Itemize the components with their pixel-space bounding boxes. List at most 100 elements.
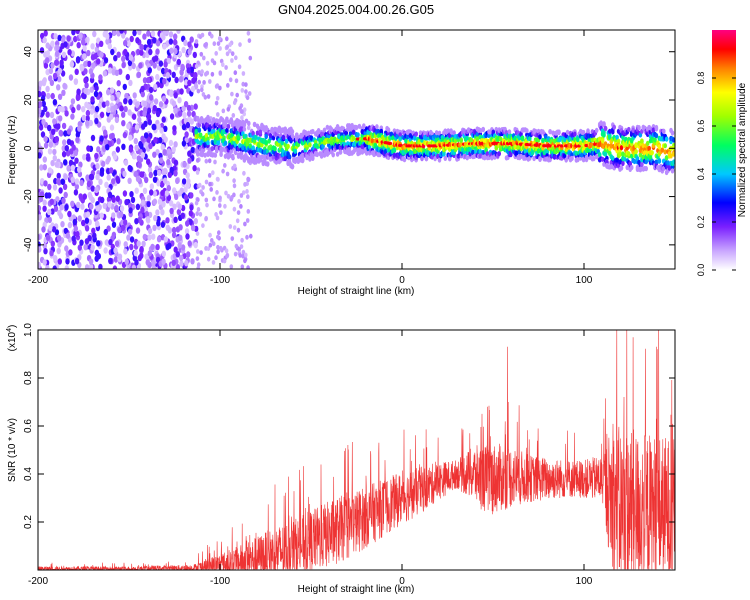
heatmap-cell [195,158,200,163]
heatmap-cell [199,51,204,57]
heatmap-cell [217,230,221,236]
heatmap-cell [145,259,150,266]
heatmap-cell [95,205,100,212]
heatmap-cell [187,157,192,164]
heatmap-cell [83,87,89,95]
heatmap-cell [228,42,232,48]
heatmap-cell [309,135,314,141]
heatmap-cell [249,233,253,239]
heatmap-cell [414,131,419,137]
heatmap-cell [197,127,202,133]
heatmap-cell [188,125,193,133]
heatmap-cell [146,136,151,143]
heatmap-cell [443,155,448,161]
heatmap-cell [169,89,174,96]
heatmap-cell [169,47,174,54]
heatmap-cell [152,62,157,69]
y-tick-label: 0.2 [23,515,34,529]
heatmap-cell [223,203,227,209]
heatmap-cell [140,206,145,214]
heatmap-cell [141,123,146,130]
heatmap-cell [210,71,215,77]
heatmap-cell [178,76,184,83]
heatmap-cell [264,140,269,146]
heatmap-cell [142,33,147,40]
heatmap-cell [40,95,46,102]
heatmap-cell [43,105,48,113]
heatmap-cell [84,225,90,232]
heatmap-cell [172,125,177,132]
heatmap-cell [112,265,118,269]
heatmap-cell [131,113,137,120]
heatmap-cell [175,264,180,269]
heatmap-cell [138,62,143,69]
colorbar-tick-label: 0.8 [696,72,706,85]
heatmap-cell [177,97,182,104]
heatmap-cell [198,211,203,217]
heatmap-cell [142,100,148,108]
heatmap-cell [94,84,99,92]
heatmap-cell [161,34,166,41]
heatmap-cell [96,146,101,153]
heatmap-cell [168,38,174,45]
heatmap-cell [173,107,178,114]
heatmap-cell [176,208,182,216]
heatmap-cell [103,138,109,145]
heatmap-cell [61,36,66,44]
heatmap-cell [89,108,95,115]
heatmap-cell [245,189,249,194]
heatmap-cell [85,155,91,162]
heatmap-cell [173,170,178,177]
heatmap-cell [152,224,157,232]
heatmap-cell [138,140,143,148]
heatmap-cell [99,167,105,174]
heatmap-cell [171,146,176,153]
heatmap-cell [55,44,60,51]
heatmap-cell [70,98,76,105]
heatmap-cell [224,190,228,196]
heatmap-cell [133,249,138,257]
heatmap-cell [221,108,226,114]
heatmap-cell [110,132,115,140]
heatmap-cell [205,60,210,66]
heatmap-cell [218,85,222,91]
heatmap-cell [214,145,219,151]
heatmap-cell [194,39,199,44]
heatmap-cell [102,31,108,38]
heatmap-cell [177,203,183,210]
heatmap-cell [123,39,128,47]
heatmap-cell [230,236,235,242]
heatmap-cell [155,110,161,118]
heatmap-cell [232,183,237,189]
heatmap-cell [109,167,114,174]
heatmap-cell [281,134,286,140]
heatmap-cell [161,116,166,123]
heatmap-cell [102,202,107,210]
heatmap-cell [189,192,194,199]
heatmap-cell [193,218,198,225]
heatmap-cell [67,210,72,218]
heatmap-cell [603,126,608,132]
heatmap-cell [112,30,117,36]
heatmap-cell [111,69,116,76]
heatmap-cell [116,91,121,99]
heatmap-cell [612,124,616,130]
heatmap-cell [61,89,66,97]
heatmap-cell [173,47,178,55]
heatmap-cell [163,125,168,132]
heatmap-cell [128,54,134,61]
heatmap-cell [48,67,54,75]
heatmap-cell [190,85,196,93]
heatmap-cell [218,203,222,208]
heatmap-cell [105,100,110,107]
heatmap-cell [206,151,210,157]
heatmap-cell [236,227,241,233]
heatmap-cell [203,152,207,158]
heatmap-cell [146,113,152,121]
heatmap-cell [127,228,133,235]
heatmap-cell [57,258,62,265]
heatmap-cell [155,209,160,216]
heatmap-cell [86,49,91,57]
heatmap-cell [74,183,80,190]
